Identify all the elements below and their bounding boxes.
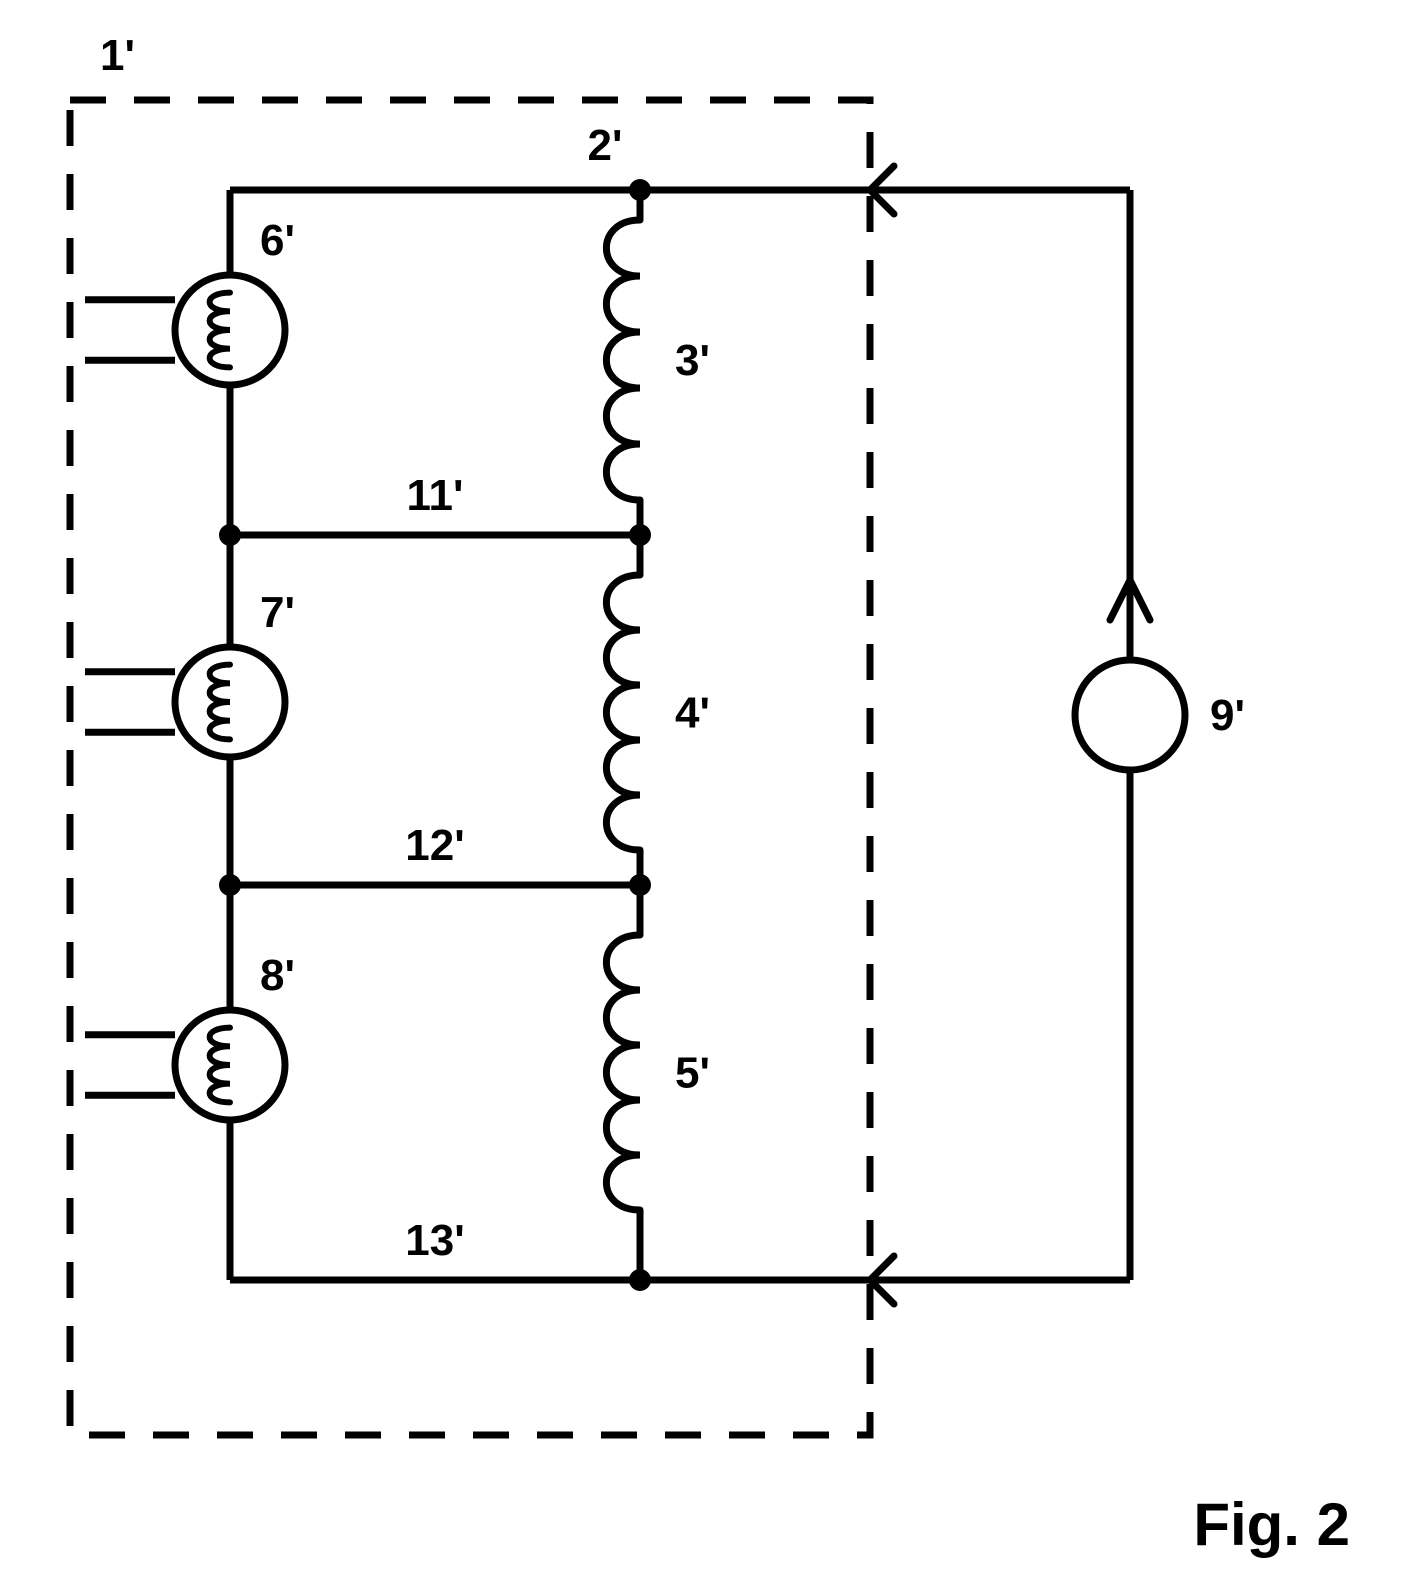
label-3: 3' xyxy=(675,336,710,385)
label-4: 4' xyxy=(675,689,710,738)
label-5: 5' xyxy=(675,1049,710,1098)
label-9: 9' xyxy=(1210,691,1245,740)
inductor-4 xyxy=(606,575,640,850)
label-7: 7' xyxy=(260,588,295,637)
label-11: 11' xyxy=(407,471,464,520)
inductor-3 xyxy=(606,220,640,500)
figure-caption: Fig. 2 xyxy=(1193,1491,1350,1558)
current-source xyxy=(1075,660,1185,770)
circuit-diagram: 1' 2' 3' 4' 5' 6' 7' 8' 9' 11' 12' 13' Fig. 2 xyxy=(0,0,1408,1577)
label-8: 8' xyxy=(260,951,295,1000)
label-6: 6' xyxy=(260,216,295,265)
label-13: 13' xyxy=(405,1216,464,1265)
module-boundary xyxy=(70,100,870,1435)
label-box: 1' xyxy=(100,31,135,80)
label-2: 2' xyxy=(588,121,623,170)
inductor-5 xyxy=(606,935,640,1210)
label-12: 12' xyxy=(405,821,464,870)
